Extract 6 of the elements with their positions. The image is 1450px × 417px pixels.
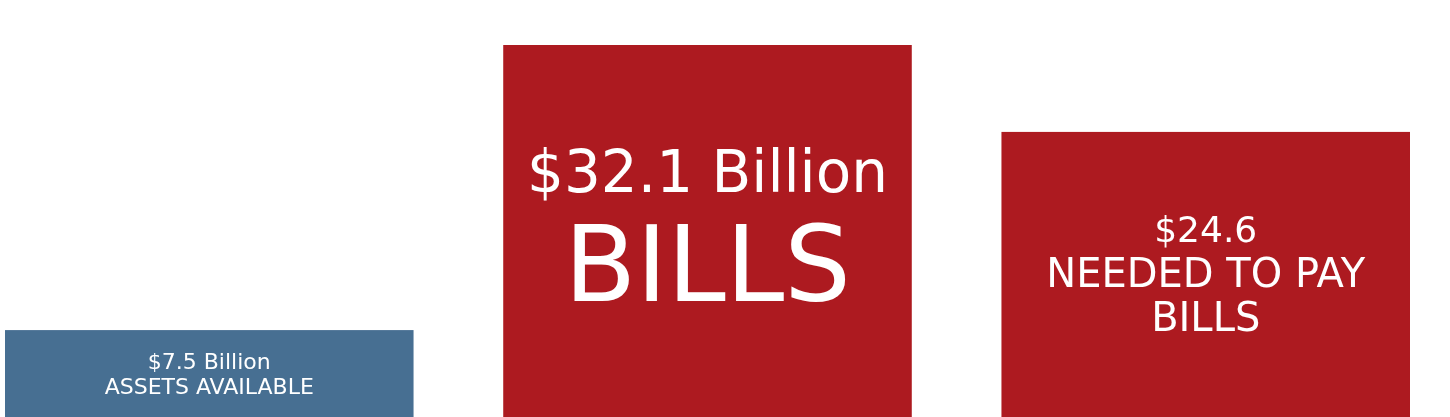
data-label: $24.6 — [1154, 209, 1258, 251]
x-tick-label: ASSETS AVAILABLE — [104, 373, 314, 399]
x-tick-label: NEEDED TO PAY BILLS — [1046, 250, 1366, 341]
data-label: $32.1 Billion — [527, 138, 888, 207]
data-label: $7.5 Billion — [147, 348, 271, 374]
x-tick-label: BILLS — [564, 204, 851, 327]
